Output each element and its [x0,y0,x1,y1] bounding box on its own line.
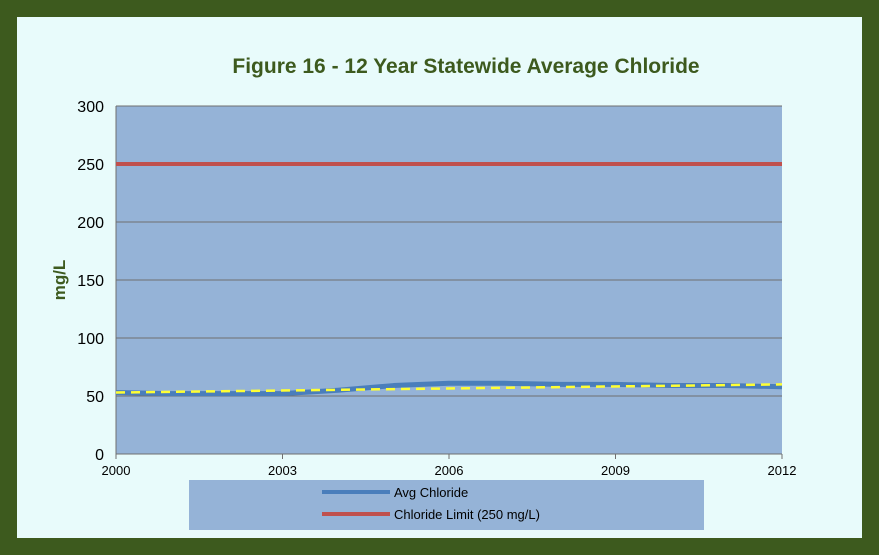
y-tick-label: 300 [77,99,104,116]
legend-box [189,480,704,530]
x-tick-label: 2009 [601,463,630,478]
chart-title: Figure 16 - 12 Year Statewide Average Ch… [232,55,699,78]
y-axis-label: mg/L [50,260,69,301]
x-tick-label: 2006 [435,463,464,478]
y-tick-label: 50 [86,389,104,406]
legend-label-avg-chloride: Avg Chloride [394,485,468,500]
x-tick-label: 2003 [268,463,297,478]
series-lines [115,162,783,397]
y-tick-label: 150 [77,273,104,290]
y-tick-label: 100 [77,331,104,348]
legend-label-chloride-limit: Chloride Limit (250 mg/L) [394,507,540,522]
x-tick-label: 2000 [102,463,131,478]
y-tick-label: 250 [77,157,104,174]
chart-area: Figure 16 - 12 Year Statewide Average Ch… [17,17,862,538]
y-tick-label: 200 [77,215,104,232]
trendline [115,383,783,394]
chloride-line-chart: Figure 16 - 12 Year Statewide Average Ch… [50,55,797,530]
y-axis-ticks: 0 50 100 150 200 250 300 [77,99,104,464]
x-tick-label: 2012 [768,463,797,478]
x-axis-ticks: 2000 2003 2006 2009 2012 [102,454,797,478]
y-tick-label: 0 [95,447,104,464]
